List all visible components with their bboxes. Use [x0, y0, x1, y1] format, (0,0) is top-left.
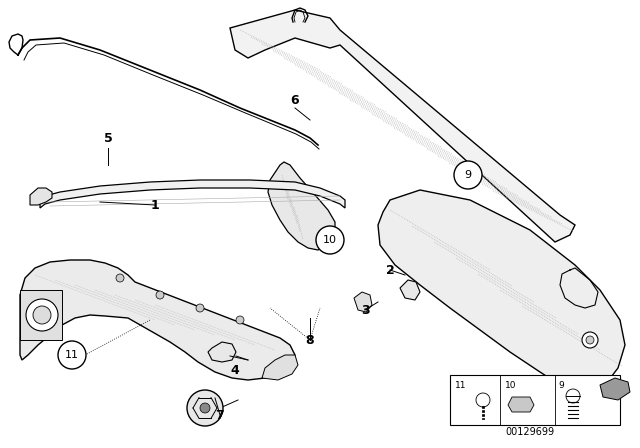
Polygon shape	[40, 180, 345, 208]
Text: 8: 8	[306, 333, 314, 346]
Polygon shape	[208, 342, 236, 362]
Polygon shape	[268, 162, 335, 250]
Text: 00129699: 00129699	[506, 427, 555, 437]
Text: 11: 11	[455, 381, 467, 390]
Circle shape	[582, 332, 598, 348]
Text: 4: 4	[230, 363, 239, 376]
Text: 7: 7	[216, 409, 225, 422]
Text: 2: 2	[386, 263, 394, 276]
Polygon shape	[30, 188, 52, 205]
Text: 5: 5	[104, 132, 113, 145]
Circle shape	[187, 390, 223, 426]
Polygon shape	[20, 260, 295, 380]
Text: 10: 10	[505, 381, 516, 390]
Polygon shape	[20, 290, 62, 340]
Polygon shape	[600, 378, 630, 400]
Circle shape	[454, 161, 482, 189]
Polygon shape	[230, 10, 575, 242]
Bar	[450, 375, 620, 425]
Text: 3: 3	[361, 303, 369, 316]
Polygon shape	[262, 355, 298, 380]
Text: 6: 6	[291, 94, 300, 107]
Polygon shape	[378, 190, 625, 393]
Polygon shape	[400, 280, 420, 300]
Circle shape	[196, 304, 204, 312]
Circle shape	[26, 299, 58, 331]
Text: 10: 10	[323, 235, 337, 245]
Polygon shape	[508, 397, 534, 412]
Circle shape	[116, 274, 124, 282]
Circle shape	[476, 393, 490, 407]
Circle shape	[156, 291, 164, 299]
Circle shape	[586, 336, 594, 344]
Circle shape	[200, 403, 210, 413]
Text: 9: 9	[465, 170, 472, 180]
Text: 11: 11	[65, 350, 79, 360]
Text: 1: 1	[150, 198, 159, 211]
Circle shape	[316, 226, 344, 254]
Text: 9: 9	[558, 381, 564, 390]
Circle shape	[236, 316, 244, 324]
Polygon shape	[354, 292, 372, 312]
Circle shape	[58, 341, 86, 369]
Circle shape	[566, 389, 580, 403]
Circle shape	[33, 306, 51, 324]
